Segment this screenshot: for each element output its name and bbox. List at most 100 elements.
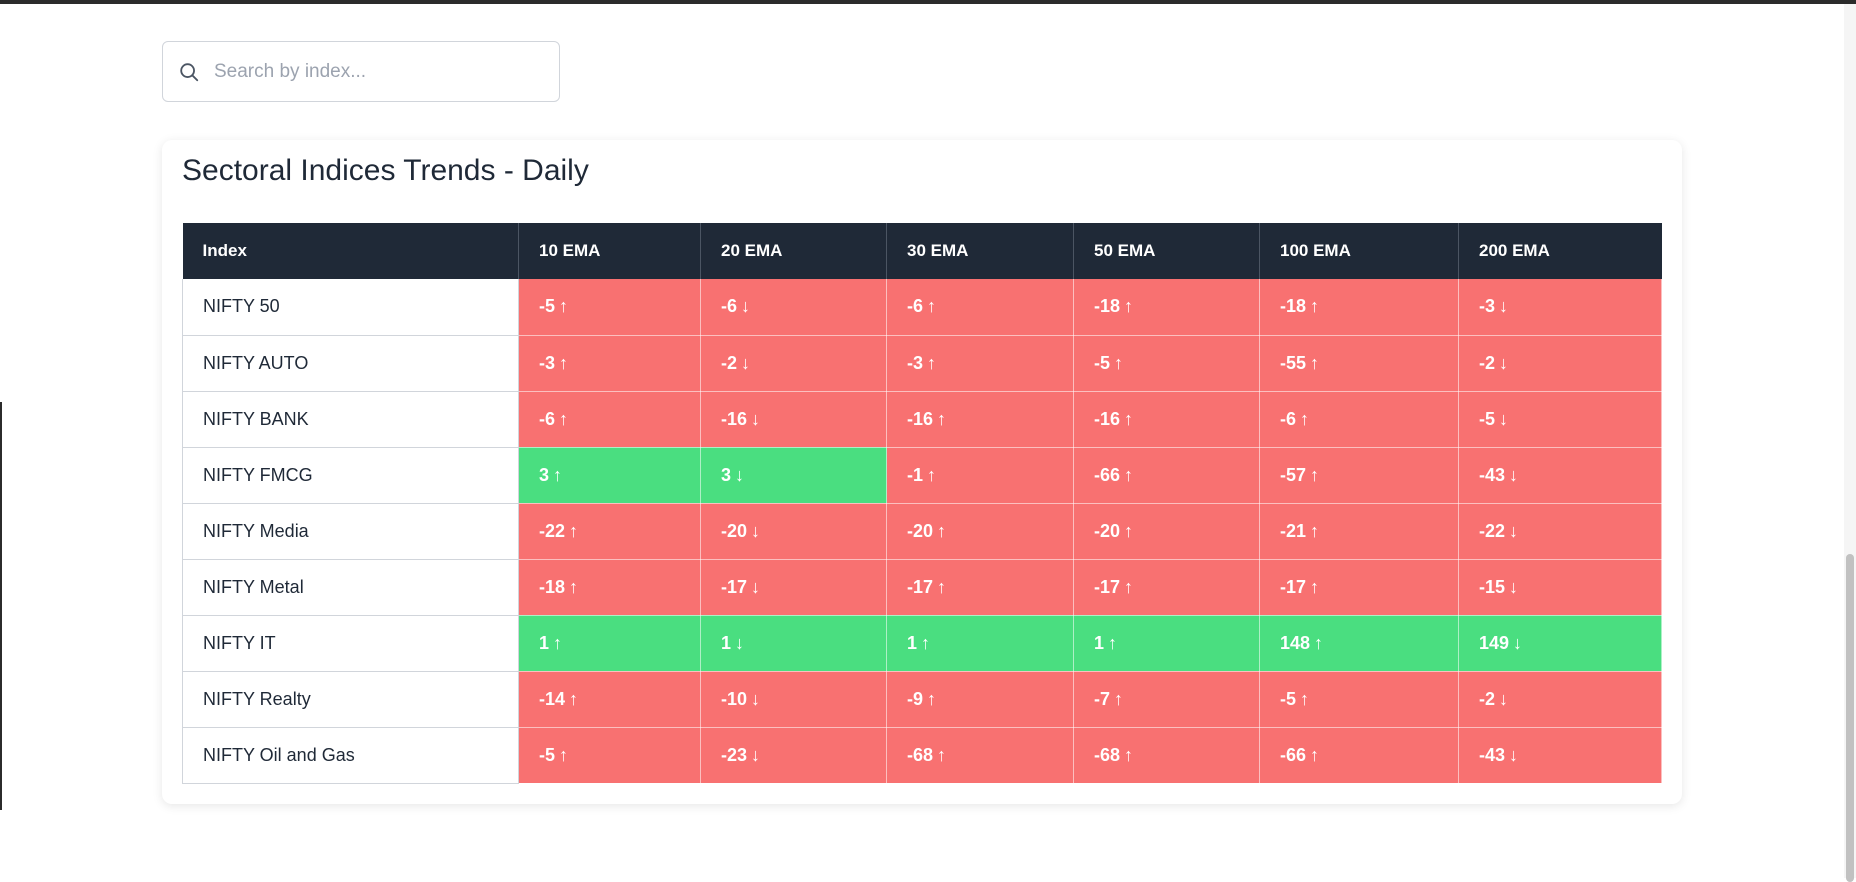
arrow-up-icon: ↑ bbox=[1124, 576, 1134, 597]
arrow-up-icon: ↑ bbox=[1310, 296, 1320, 317]
ema-value: 1 bbox=[539, 632, 550, 653]
ema-cell: -6 ↑ bbox=[1259, 391, 1459, 448]
search-box[interactable] bbox=[162, 41, 560, 102]
arrow-up-icon: ↑ bbox=[927, 296, 937, 317]
ema-cell: -22 ↑ bbox=[518, 503, 701, 560]
arrow-up-icon: ↑ bbox=[1124, 520, 1134, 541]
ema-cell: -14 ↑ bbox=[518, 671, 701, 728]
ema-cell: 3 ↑ bbox=[518, 447, 701, 504]
ema-value: -18 bbox=[539, 576, 566, 597]
ema-cell: -17 ↓ bbox=[700, 559, 887, 616]
arrow-up-icon: ↑ bbox=[559, 408, 569, 429]
table-row: NIFTY AUTO -3 ↑ -2 ↓ -3 ↑ -5 ↑ -55 ↑ -2 ↓ bbox=[182, 335, 1662, 392]
ema-value: 3 bbox=[721, 464, 732, 485]
index-name: NIFTY Realty bbox=[182, 671, 519, 728]
ema-value: -17 bbox=[1280, 576, 1307, 597]
arrow-down-icon: ↓ bbox=[1513, 632, 1523, 653]
ema-value: -3 bbox=[1479, 296, 1496, 317]
ema-value: -3 bbox=[907, 352, 924, 373]
ema-value: -5 bbox=[539, 296, 556, 317]
table-row: NIFTY Media -22 ↑ -20 ↓ -20 ↑ -20 ↑ -21 ↑ -22 ↓ bbox=[182, 503, 1662, 560]
ema-value: -16 bbox=[1094, 408, 1121, 429]
ema-cell: -6 ↓ bbox=[700, 279, 887, 336]
arrow-up-icon: ↑ bbox=[553, 464, 563, 485]
ema-value: -66 bbox=[1094, 464, 1121, 485]
ema-cell: -1 ↑ bbox=[886, 447, 1074, 504]
ema-value: -21 bbox=[1280, 520, 1307, 541]
ema-cell: -3 ↑ bbox=[886, 335, 1074, 392]
ema-value: -68 bbox=[1094, 744, 1121, 765]
ema-value: -5 bbox=[1280, 688, 1297, 709]
arrow-up-icon: ↑ bbox=[1310, 520, 1320, 541]
ema-cell: -10 ↓ bbox=[700, 671, 887, 728]
ema-value: -20 bbox=[721, 520, 748, 541]
ema-cell: -23 ↓ bbox=[700, 727, 887, 784]
ema-value: -20 bbox=[1094, 520, 1121, 541]
ema-cell: 149 ↓ bbox=[1458, 615, 1662, 672]
table-header-row: Index 10 EMA 20 EMA 30 EMA 50 EMA 100 EMA 200 … bbox=[182, 223, 1662, 279]
ema-value: -20 bbox=[907, 520, 934, 541]
ema-value: 149 bbox=[1479, 632, 1510, 653]
ema-cell: -18 ↑ bbox=[518, 559, 701, 616]
ema-value: -23 bbox=[721, 744, 748, 765]
arrow-down-icon: ↓ bbox=[751, 576, 761, 597]
ema-cell: -9 ↑ bbox=[886, 671, 1074, 728]
index-name: NIFTY IT bbox=[182, 615, 519, 672]
ema-cell: -16 ↑ bbox=[886, 391, 1074, 448]
ema-value: -22 bbox=[1479, 520, 1506, 541]
ema-value: -5 bbox=[1094, 352, 1111, 373]
arrow-down-icon: ↓ bbox=[741, 296, 751, 317]
arrow-up-icon: ↑ bbox=[1314, 632, 1324, 653]
arrow-down-icon: ↓ bbox=[1509, 464, 1519, 485]
ema-cell: 1 ↑ bbox=[886, 615, 1074, 672]
ema-value: -14 bbox=[539, 688, 566, 709]
arrow-up-icon: ↑ bbox=[1114, 688, 1124, 709]
ema-value: -17 bbox=[721, 576, 748, 597]
ema-cell: -5 ↑ bbox=[1259, 671, 1459, 728]
ema-value: -6 bbox=[1280, 408, 1297, 429]
ema-value: -17 bbox=[907, 576, 934, 597]
scrollbar-thumb[interactable] bbox=[1846, 554, 1854, 882]
left-edge-panel bbox=[0, 402, 2, 810]
index-name: NIFTY Media bbox=[182, 503, 519, 560]
ema-value: 1 bbox=[721, 632, 732, 653]
ema-cell: -3 ↑ bbox=[518, 335, 701, 392]
arrow-down-icon: ↓ bbox=[751, 688, 761, 709]
arrow-down-icon: ↓ bbox=[751, 520, 761, 541]
ema-cell: -66 ↑ bbox=[1073, 447, 1260, 504]
ema-value: -43 bbox=[1479, 464, 1506, 485]
ema-value: -16 bbox=[907, 408, 934, 429]
ema-cell: -5 ↑ bbox=[1073, 335, 1260, 392]
ema-cell: -17 ↑ bbox=[1073, 559, 1260, 616]
arrow-up-icon: ↑ bbox=[1124, 296, 1134, 317]
arrow-up-icon: ↑ bbox=[553, 632, 563, 653]
ema-cell: -20 ↓ bbox=[700, 503, 887, 560]
arrow-up-icon: ↑ bbox=[559, 744, 569, 765]
arrow-up-icon: ↑ bbox=[921, 632, 931, 653]
ema-value: -5 bbox=[539, 744, 556, 765]
arrow-down-icon: ↓ bbox=[1509, 576, 1519, 597]
arrow-down-icon: ↓ bbox=[1499, 688, 1509, 709]
ema-cell: -5 ↑ bbox=[518, 727, 701, 784]
ema-cell: -43 ↓ bbox=[1458, 447, 1662, 504]
card-title: Sectoral Indices Trends - Daily bbox=[182, 154, 589, 187]
ema-cell: -5 ↓ bbox=[1458, 391, 1662, 448]
scrollbar[interactable] bbox=[1844, 4, 1856, 882]
arrow-up-icon: ↑ bbox=[927, 464, 937, 485]
arrow-up-icon: ↑ bbox=[1310, 464, 1320, 485]
ema-cell: -6 ↑ bbox=[518, 391, 701, 448]
search-input[interactable] bbox=[212, 59, 546, 84]
ema-value: -15 bbox=[1479, 576, 1506, 597]
column-header: 10 EMA bbox=[518, 223, 701, 279]
ema-value: -22 bbox=[539, 520, 566, 541]
arrow-up-icon: ↑ bbox=[1310, 352, 1320, 373]
table-row: NIFTY IT 1 ↑ 1 ↓ 1 ↑ 1 ↑ 148 ↑ 149 ↓ bbox=[182, 615, 1662, 672]
ema-value: -57 bbox=[1280, 464, 1307, 485]
ema-cell: -21 ↑ bbox=[1259, 503, 1459, 560]
table-row: NIFTY BANK -6 ↑ -16 ↓ -16 ↑ -16 ↑ -6 ↑ -5 ↓ bbox=[182, 391, 1662, 448]
arrow-up-icon: ↑ bbox=[569, 520, 579, 541]
table-row: NIFTY Realty -14 ↑ -10 ↓ -9 ↑ -7 ↑ -5 ↑ -2 ↓ bbox=[182, 671, 1662, 728]
arrow-up-icon: ↑ bbox=[1124, 744, 1134, 765]
ema-cell: -17 ↑ bbox=[1259, 559, 1459, 616]
arrow-up-icon: ↑ bbox=[1310, 744, 1320, 765]
